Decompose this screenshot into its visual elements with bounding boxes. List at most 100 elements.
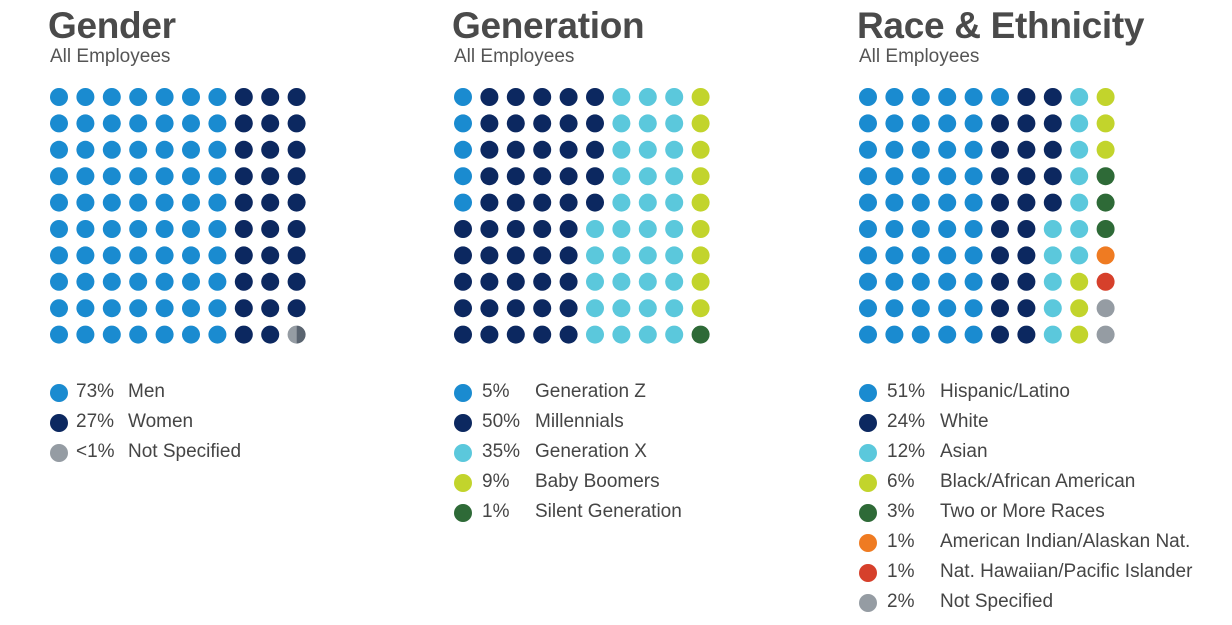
- waffle-dot: [1017, 299, 1036, 318]
- waffle-dot: [76, 220, 95, 238]
- waffle-dot: [454, 220, 472, 238]
- waffle-dot: [964, 272, 983, 291]
- waffle-dot: [586, 299, 604, 318]
- waffle-dot: [1043, 114, 1062, 133]
- waffle-dot: [691, 114, 710, 133]
- waffle-dot: [533, 246, 552, 265]
- waffle-dot: [454, 88, 472, 106]
- waffle-dot: [691, 140, 710, 159]
- waffle-dot: [533, 325, 552, 344]
- waffle-dot: [1017, 272, 1036, 291]
- waffle-dot: [454, 114, 472, 133]
- waffle-dot: [1096, 272, 1115, 291]
- waffle-dot: [454, 167, 472, 186]
- waffle-dot: [1017, 220, 1036, 238]
- legend-label: American Indian/Alaskan Nat.: [940, 531, 1191, 552]
- waffle-dot: [964, 114, 983, 133]
- waffle-dot: [102, 325, 121, 344]
- waffle-dot: [76, 88, 95, 106]
- waffle-dot: [665, 140, 684, 159]
- waffle-dot: [1043, 272, 1062, 291]
- waffle-dot: [911, 88, 930, 106]
- waffle-dot: [129, 167, 148, 186]
- waffle-dot: [612, 114, 631, 133]
- waffle-dot: [182, 325, 200, 344]
- waffle-dot: [885, 114, 904, 133]
- waffle-dot: [50, 114, 68, 133]
- waffle-dot: [938, 246, 957, 265]
- waffle-dot: [885, 220, 904, 238]
- waffle-dot: [182, 220, 200, 238]
- waffle-dot: [1043, 299, 1062, 318]
- legend-label: Silent Generation: [535, 501, 682, 522]
- legend-percent: <1%: [76, 441, 115, 462]
- waffle-dot: [261, 140, 280, 159]
- waffle-dot: [1043, 193, 1062, 212]
- waffle-dot: [506, 167, 525, 186]
- waffle-dot: [182, 167, 200, 186]
- waffle-dot: [1096, 167, 1115, 186]
- waffle-dot: [182, 299, 200, 318]
- waffle-dot: [638, 140, 657, 159]
- waffle-dot: [129, 140, 148, 159]
- waffle-dot: [506, 220, 525, 238]
- waffle-dot: [533, 193, 552, 212]
- waffle-dot: [287, 140, 306, 159]
- waffle-dot: [506, 299, 525, 318]
- waffle-dot: [155, 140, 174, 159]
- waffle-dot: [102, 193, 121, 212]
- chart-title: Gender: [48, 5, 176, 46]
- waffle-dot: [533, 114, 552, 133]
- legend-percent: 9%: [482, 471, 510, 492]
- waffle-dot: [480, 140, 499, 159]
- waffle-dot: [1043, 88, 1062, 106]
- waffle-dot: [859, 299, 877, 318]
- waffle-dot: [234, 325, 253, 344]
- legend-swatch: [454, 414, 472, 432]
- waffle-dot: [638, 299, 657, 318]
- waffle-dot: [1096, 140, 1115, 159]
- waffle-dot: [991, 325, 1009, 344]
- legend-label: Not Specified: [128, 441, 242, 462]
- waffle-dot: [612, 246, 631, 265]
- waffle-dot: [454, 272, 472, 291]
- waffle-dot: [102, 299, 121, 318]
- waffle-dot: [182, 246, 200, 265]
- chart-subtitle: All Employees: [454, 46, 575, 67]
- waffle-dot: [938, 167, 957, 186]
- waffle-dot: [129, 193, 148, 212]
- waffle-dot: [885, 299, 904, 318]
- waffle-dot: [234, 167, 253, 186]
- chart-subtitle: All Employees: [859, 46, 980, 67]
- legend-label: Baby Boomers: [535, 471, 660, 492]
- legend-percent: 3%: [887, 501, 915, 522]
- waffle-dot: [1096, 325, 1115, 344]
- waffle-dot: [287, 299, 306, 318]
- waffle-dot: [964, 220, 983, 238]
- waffle-dot: [991, 272, 1009, 291]
- legend-swatch: [859, 474, 877, 492]
- waffle-dot: [1096, 193, 1115, 212]
- waffle-dot: [208, 325, 227, 344]
- waffle-dot: [612, 299, 631, 318]
- waffle-dot: [586, 246, 604, 265]
- waffle-dot: [885, 140, 904, 159]
- waffle-dot: [691, 246, 710, 265]
- waffle-dot: [234, 272, 253, 291]
- waffle-dot: [76, 246, 95, 265]
- waffle-dot: [665, 299, 684, 318]
- waffle-dot: [234, 193, 253, 212]
- waffle-dot: [586, 325, 604, 344]
- waffle-svg: [50, 88, 306, 344]
- waffle-dot: [155, 220, 174, 238]
- legend-percent: 1%: [887, 531, 915, 552]
- waffle-dot: [991, 299, 1009, 318]
- legend-percent: 27%: [76, 411, 115, 432]
- waffle-dot: [885, 246, 904, 265]
- legend-swatch: [859, 534, 877, 552]
- waffle-dot: [559, 325, 578, 344]
- waffle-dot: [50, 299, 68, 318]
- waffle-dot: [586, 193, 604, 212]
- waffle-dot: [991, 193, 1009, 212]
- waffle-dot: [506, 325, 525, 344]
